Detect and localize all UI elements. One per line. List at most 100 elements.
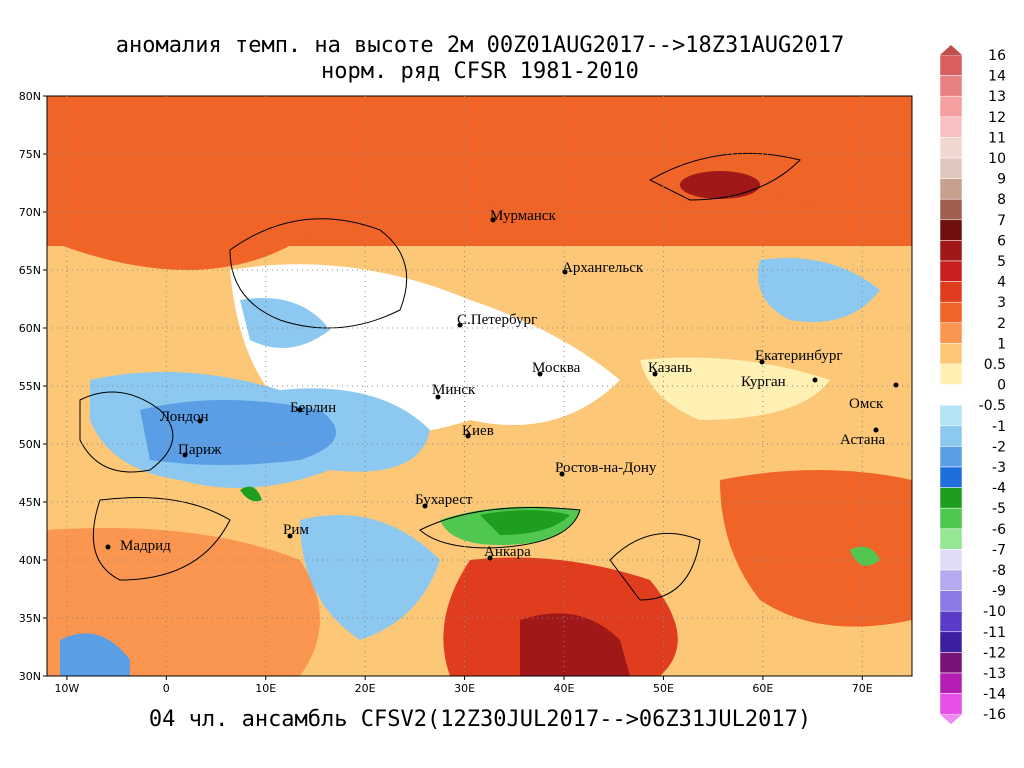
footer: 04 чл. ансамбль CFSV2(12Z30JUL2017-->06Z… — [149, 707, 811, 732]
city-dot — [759, 359, 765, 365]
colorbar-swatch — [939, 425, 963, 447]
colorbar-label: 14 — [988, 69, 1006, 85]
lat-label: 40N — [19, 554, 41, 567]
colorbar-label: -4 — [992, 481, 1006, 497]
city-label: Екатеринбург — [755, 348, 842, 364]
lat-label: 65N — [19, 264, 41, 277]
colorbar-label: -12 — [983, 645, 1006, 661]
lat-label: 45N — [19, 496, 41, 509]
lon-label: 50E — [653, 682, 674, 695]
city-label: Омск — [849, 396, 884, 412]
colorbar-swatch — [939, 178, 963, 200]
lon-label: 0 — [163, 682, 170, 695]
city-label: Киев — [462, 423, 494, 439]
colorbar-label: 7 — [997, 213, 1006, 229]
city-dot — [457, 322, 463, 328]
colorbar-label: 6 — [997, 233, 1006, 249]
colorbar-swatch — [939, 672, 963, 694]
colorbar-label: 0 — [997, 378, 1006, 394]
city-label: Архангельск — [562, 260, 644, 276]
colorbar-label: 1 — [997, 336, 1006, 352]
city-dot — [893, 382, 899, 388]
lat-label: 30N — [19, 670, 41, 683]
colorbar-swatch — [939, 137, 963, 159]
colorbar-label: -2 — [992, 439, 1006, 455]
colorbar-swatch — [939, 219, 963, 241]
colorbar-swatch — [939, 652, 963, 674]
lat-label: 75N — [19, 148, 41, 161]
city-label: Мурманск — [490, 208, 556, 224]
colorbar-swatch — [939, 528, 963, 550]
colorbar-swatch — [939, 487, 963, 509]
colorbar-label: -14 — [983, 687, 1006, 703]
colorbar-swatch — [939, 610, 963, 633]
colorbar-swatch — [939, 363, 963, 385]
city-dot — [559, 471, 565, 477]
colorbar-label: 2 — [997, 316, 1006, 332]
lat-label: 80N — [19, 90, 41, 103]
city-dot — [487, 555, 493, 561]
colorbar-label: 3 — [997, 295, 1006, 311]
colorbar-label: 12 — [988, 110, 1006, 126]
colorbar-label: 8 — [997, 192, 1006, 208]
colorbar-label: -16 — [983, 707, 1006, 723]
colorbar-swatch — [939, 198, 963, 221]
colorbar-label: 11 — [988, 130, 1006, 146]
colorbar-swatch — [939, 693, 963, 715]
city-label: Берлин — [290, 400, 336, 416]
colorbar-under — [940, 714, 962, 725]
lat-label: 50N — [19, 438, 41, 451]
colorbar-swatch — [939, 281, 963, 303]
colorbar-label: -9 — [992, 584, 1006, 600]
colorbar-swatch — [939, 569, 963, 591]
city-label: Париж — [178, 442, 222, 458]
colorbar-swatch — [939, 116, 963, 138]
overlay: 80N 75N 70N 65N 60N 55N 50N 45N 40N 35N 30N 10W 0 10E… — [19, 45, 1006, 725]
city-dot — [652, 371, 658, 377]
colorbar-swatch — [939, 466, 963, 488]
city-label: Анкара — [484, 544, 531, 560]
colorbar-label: 5 — [997, 254, 1006, 270]
colorbar-label: -1 — [992, 419, 1006, 435]
city-label: Лондон — [160, 409, 209, 425]
lon-label: 70E — [852, 682, 873, 695]
city-dot — [537, 371, 543, 377]
colorbar-label: -3 — [992, 460, 1006, 476]
colorbar-label: -10 — [983, 604, 1006, 620]
city-dot — [435, 394, 441, 400]
colorbar-swatch — [939, 54, 963, 76]
colorbar-label: 4 — [997, 275, 1006, 291]
city-label: Бухарест — [415, 492, 473, 508]
lon-label: 40E — [554, 682, 575, 695]
city-label: С.Петербург — [457, 312, 537, 328]
city-dot — [287, 533, 293, 539]
colorbar-swatch — [939, 157, 963, 179]
lon-label: 30E — [454, 682, 475, 695]
colorbar-swatch — [939, 384, 963, 406]
lat-label: 70N — [19, 206, 41, 219]
colorbar-swatch — [939, 301, 963, 324]
lat-label: 55N — [19, 380, 41, 393]
city-dot — [105, 544, 111, 550]
colorbar-swatch — [939, 343, 963, 365]
city-label: Ростов-на-Дону — [555, 460, 657, 476]
colorbar-label: -0.5 — [979, 398, 1006, 414]
city-dot — [490, 217, 496, 223]
title-line-1: аномалия темп. на высоте 2м 00Z01AUG2017… — [116, 33, 844, 58]
city-dot — [562, 269, 568, 275]
city-label: Казань — [648, 360, 692, 376]
lon-label: 10E — [255, 682, 276, 695]
colorbar-swatch — [939, 322, 963, 344]
colorbar-swatch — [939, 260, 963, 282]
colorbar-swatch — [939, 446, 963, 468]
lon-label: 20E — [355, 682, 376, 695]
city-dot — [422, 503, 428, 509]
city-label: Минск — [432, 382, 476, 398]
colorbar-label: -5 — [992, 501, 1006, 517]
colorbar-swatch — [939, 404, 963, 427]
city-label: Рим — [283, 522, 309, 538]
colorbar-label: -11 — [983, 625, 1006, 641]
colorbar-swatch — [939, 75, 963, 97]
city-dot — [297, 407, 303, 413]
